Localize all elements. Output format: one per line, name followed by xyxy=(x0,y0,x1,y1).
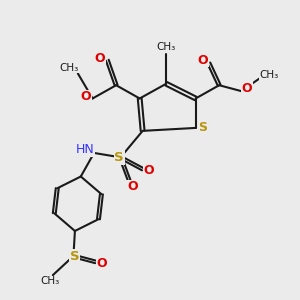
Text: HN: HN xyxy=(76,143,94,157)
Text: O: O xyxy=(198,54,208,67)
Text: CH₃: CH₃ xyxy=(260,70,279,80)
Text: O: O xyxy=(242,82,253,95)
Text: S: S xyxy=(70,250,80,262)
Text: O: O xyxy=(94,52,105,65)
Text: CH₃: CH₃ xyxy=(40,276,59,286)
Text: CH₃: CH₃ xyxy=(157,42,176,52)
Text: O: O xyxy=(144,164,154,177)
Text: CH₃: CH₃ xyxy=(59,63,79,73)
Text: S: S xyxy=(199,122,208,134)
Text: O: O xyxy=(81,91,92,103)
Text: O: O xyxy=(97,257,107,270)
Text: O: O xyxy=(127,180,138,193)
Text: S: S xyxy=(114,151,124,164)
